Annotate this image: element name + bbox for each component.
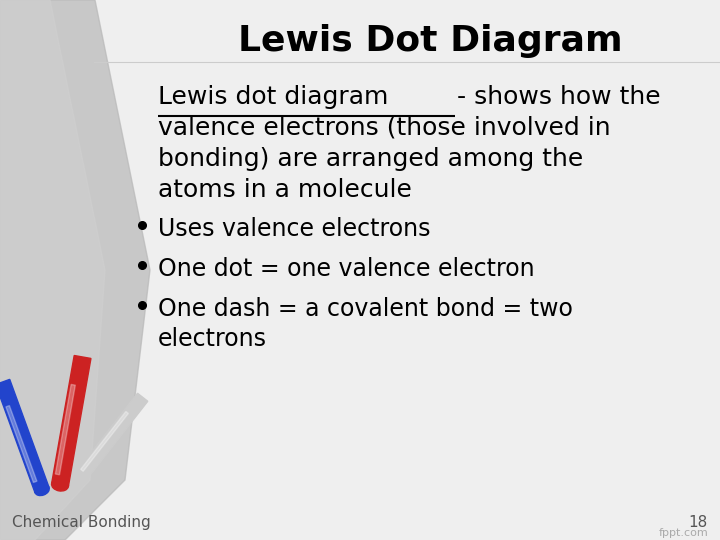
Text: One dot = one valence electron: One dot = one valence electron [158,257,535,281]
Text: bonding) are arranged among the: bonding) are arranged among the [158,147,583,171]
Text: valence electrons (those involved in: valence electrons (those involved in [158,116,611,140]
Bar [55,384,76,475]
Text: - shows how the: - shows how the [457,85,661,109]
Text: Lewis Dot Diagram: Lewis Dot Diagram [238,24,622,58]
Ellipse shape [52,479,68,491]
Bar [73,393,148,484]
Bar [52,355,91,487]
Ellipse shape [72,475,84,485]
Text: Chemical Bonding: Chemical Bonding [12,515,150,530]
Bar [0,380,49,492]
Text: fppt.com: fppt.com [658,528,708,538]
Text: electrons: electrons [158,327,267,351]
Bar [81,411,128,471]
Bar [6,406,37,482]
Polygon shape [0,0,105,540]
Text: Lewis dot diagram: Lewis dot diagram [158,85,388,109]
Text: atoms in a molecule: atoms in a molecule [158,178,412,202]
Text: 18: 18 [689,515,708,530]
Polygon shape [0,0,150,540]
Text: One dash = a covalent bond = two: One dash = a covalent bond = two [158,297,573,321]
Ellipse shape [35,484,49,496]
Text: Uses valence electrons: Uses valence electrons [158,217,431,241]
